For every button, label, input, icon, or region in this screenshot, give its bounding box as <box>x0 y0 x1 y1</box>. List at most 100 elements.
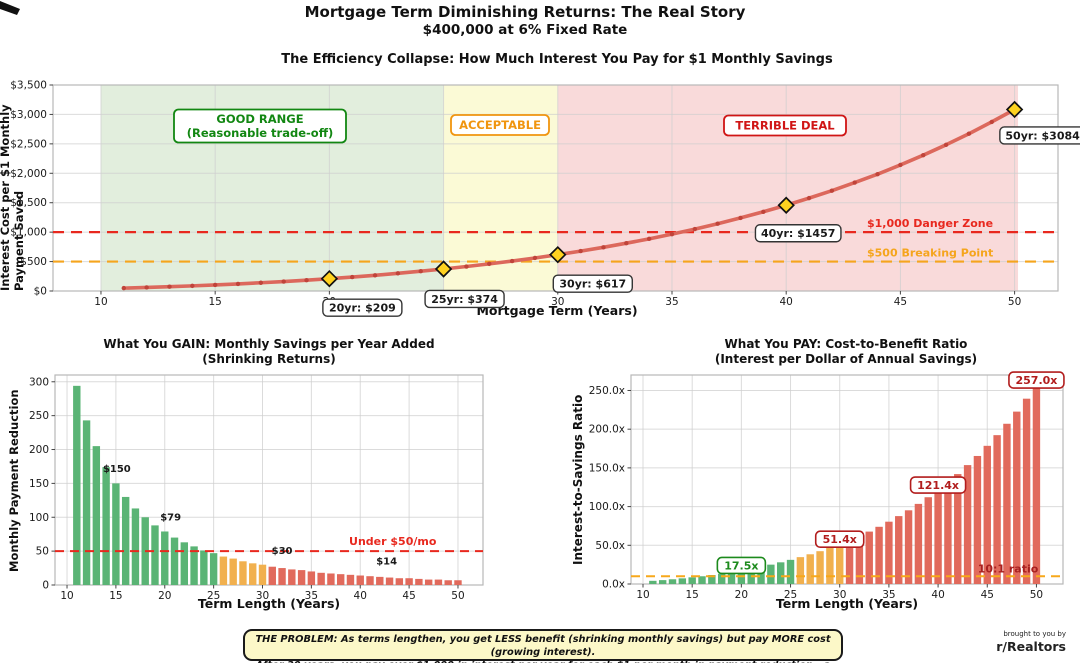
bar-year-44 <box>973 455 982 584</box>
diamond-marker-25yr <box>434 260 453 278</box>
ytick-label: $2,000 <box>10 168 47 180</box>
bar-year-38 <box>336 574 345 585</box>
bar-year-50 <box>454 580 462 585</box>
curve-dot <box>532 255 538 261</box>
bar-year-15 <box>112 483 120 585</box>
bar-year-21 <box>170 537 179 585</box>
bar-year-41 <box>944 482 952 584</box>
efficiency-xlabel: Mortgage Term (Years) <box>476 303 638 318</box>
bar-year-35 <box>885 521 893 584</box>
bar-year-16 <box>698 576 706 584</box>
gain-chart-subtitle: (Shrinking Returns) <box>202 352 336 366</box>
curve-dot <box>692 226 698 232</box>
curve-dot <box>281 279 286 284</box>
bar-year-36 <box>317 572 325 585</box>
xtick-label: 30 <box>833 589 846 601</box>
curve-dot <box>144 285 149 290</box>
curve-dot <box>875 171 880 177</box>
threshold-label: 10:1 ratio <box>978 562 1039 575</box>
bar-year-37 <box>327 573 335 585</box>
bar-year-25 <box>786 559 795 584</box>
curve-dot <box>509 258 515 264</box>
bar-year-25 <box>209 553 218 585</box>
xtick-label: 40 <box>931 589 944 601</box>
bar-year-45 <box>405 578 413 585</box>
threshold-label: $500 Breaking Point <box>867 247 993 260</box>
curve-dot <box>646 236 652 242</box>
curve-dot <box>190 283 195 289</box>
curve-dot <box>921 152 926 158</box>
bar-annotation: $14 <box>376 557 397 568</box>
xtick-label: 50 <box>451 590 464 602</box>
bar-year-17 <box>708 575 716 584</box>
curve-dot <box>372 273 378 278</box>
ytick-label: $2,500 <box>10 138 47 150</box>
xtick-label: 50 <box>1030 589 1043 601</box>
xtick-label: 10 <box>636 589 649 601</box>
bar-year-43 <box>963 465 972 584</box>
ytick-label: 0 <box>42 580 49 592</box>
curve-dot <box>761 209 766 214</box>
ytick-label: 200.0x <box>589 424 625 436</box>
threshold-label: $1,000 Danger Zone <box>867 217 993 230</box>
diamond-marker-30yr <box>549 245 567 264</box>
xtick-label: 45 <box>981 589 994 601</box>
bar-year-34 <box>297 570 306 585</box>
bar-year-46 <box>415 578 423 585</box>
curve-dot <box>212 282 218 288</box>
bar-year-48 <box>434 579 443 585</box>
ratio-label-box <box>1008 371 1065 389</box>
ytick-label: 50.0x <box>595 540 625 552</box>
figure-title: Mortgage Term Diminishing Returns: The R… <box>304 3 746 21</box>
bar-year-49 <box>1022 398 1031 584</box>
bar-year-38 <box>914 503 923 584</box>
zone-label-box <box>450 114 550 136</box>
xtick-label: 20 <box>735 589 748 601</box>
bar-year-13 <box>668 579 677 584</box>
ytick-label: $3,500 <box>10 80 47 92</box>
pay-chart: 10 15 20 25 30 35 40 45 50 0.0x 50.0x 100.0x 150.0x 2… <box>589 371 1065 601</box>
curve-dot <box>898 162 903 168</box>
curve-dot <box>669 231 675 237</box>
bar-year-22 <box>757 566 765 584</box>
bar-year-45 <box>983 445 991 584</box>
bar-year-48 <box>1013 411 1021 584</box>
zone-sublabel: (Reasonable trade-off) <box>187 126 334 140</box>
ytick-label: $1,000 <box>10 227 47 239</box>
bar-year-13 <box>92 446 101 585</box>
bar-year-36 <box>895 516 903 584</box>
xtick-label: 35 <box>882 589 895 601</box>
bar-year-24 <box>200 550 208 585</box>
problem-banner-line1: THE PROBLEM: As terms lengthen, you get … <box>255 634 831 658</box>
xtick-label: 25 <box>207 590 220 602</box>
efficiency-chart-title: The Efficiency Collapse: How Much Intere… <box>281 52 833 67</box>
bar-year-28 <box>816 551 824 584</box>
curve-dot <box>235 281 241 287</box>
bar-year-40 <box>356 575 364 585</box>
bar-year-33 <box>288 569 296 585</box>
ytick-label: $0 <box>34 286 47 298</box>
ytick-label: 150.0x <box>589 462 625 474</box>
curve-dot <box>966 131 972 136</box>
bar-year-19 <box>727 572 736 584</box>
corner-artifact-mark <box>0 1 20 15</box>
figure-subtitle: $400,000 at 6% Fixed Rate <box>422 22 628 38</box>
bar-year-30 <box>836 544 844 584</box>
curve-dot <box>258 280 264 285</box>
ytick-label: 250.0x <box>589 385 625 397</box>
bar-year-37 <box>904 510 913 584</box>
curve-dot <box>304 277 309 283</box>
bar-year-18 <box>717 573 726 584</box>
bar-year-23 <box>190 546 198 585</box>
bar-year-26 <box>796 557 805 584</box>
bar-year-32 <box>278 568 286 585</box>
ytick-label: 100 <box>29 512 49 524</box>
zone-label-box <box>723 114 847 137</box>
pay-chart-title: What You PAY: Cost-to-Benefit Ratio <box>724 337 968 351</box>
point-label-box <box>754 224 842 243</box>
curve-dot <box>578 248 583 254</box>
point-label-box <box>424 289 505 309</box>
ratio-label: 121.4x <box>917 479 959 492</box>
credit-brand: r/Realtors <box>996 639 1066 654</box>
bar-year-47 <box>1003 423 1011 584</box>
